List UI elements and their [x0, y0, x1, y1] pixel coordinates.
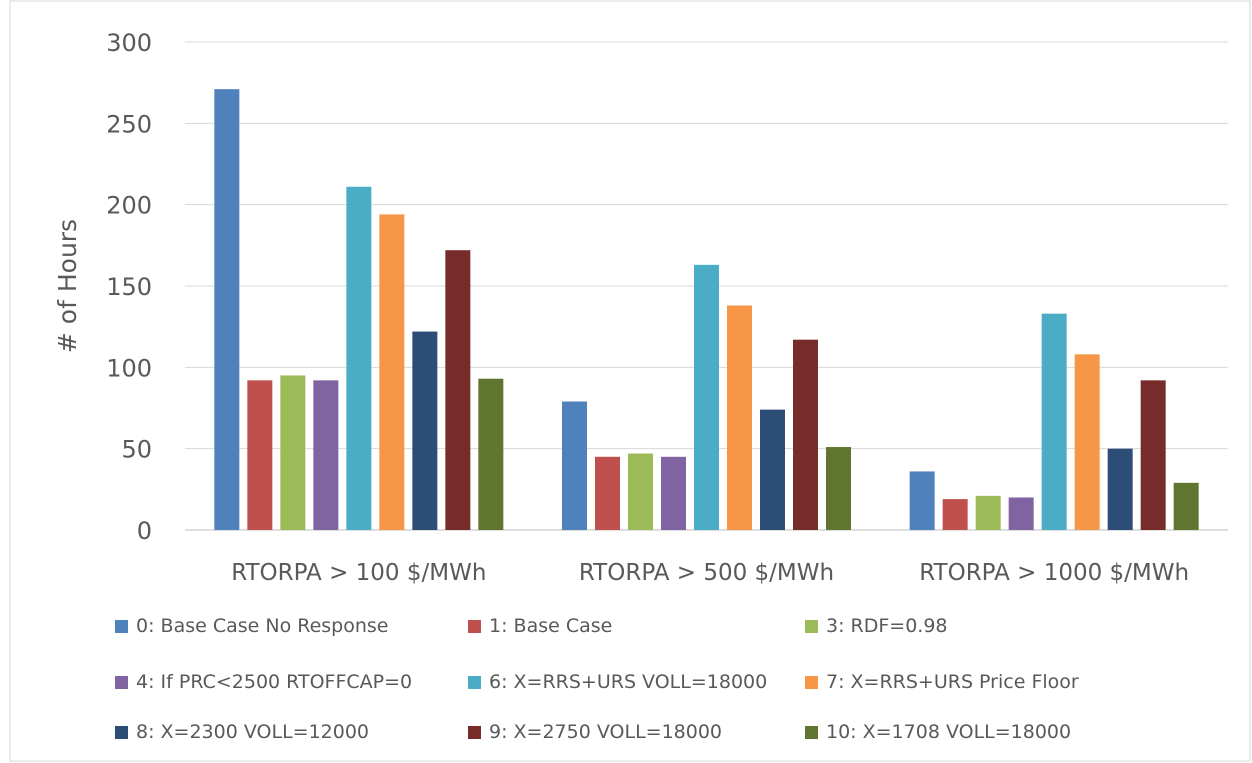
legend-item: 3: RDF=0.98 — [805, 612, 948, 640]
bar — [595, 456, 620, 530]
bars — [214, 89, 1199, 531]
bar — [562, 401, 587, 530]
legend-label: 8: X=2300 VOLL=12000 — [136, 721, 370, 743]
bar — [412, 331, 438, 530]
legend-label: 9: X=2750 VOLL=18000 — [489, 721, 723, 743]
bar — [379, 214, 405, 530]
y-tick-label: 200 — [106, 192, 152, 220]
legend-item: 4: If PRC<2500 RTOFFCAP=0 — [115, 668, 412, 696]
bar — [214, 89, 240, 530]
bar — [727, 305, 752, 530]
legend-label: 1: Base Case — [489, 615, 613, 637]
legend-label: 0: Base Case No Response — [136, 615, 389, 637]
bar — [445, 250, 471, 531]
bar — [280, 375, 306, 530]
bar — [942, 499, 968, 530]
y-tick-label: 250 — [106, 110, 152, 138]
legend-item: 1: Base Case — [468, 612, 612, 640]
bar — [1041, 313, 1067, 530]
bar — [313, 380, 339, 530]
y-tick-label: 150 — [106, 273, 152, 301]
legend-item: 8: X=2300 VOLL=12000 — [115, 718, 369, 746]
bar — [478, 378, 504, 530]
legend-swatch — [805, 675, 818, 689]
bar — [346, 186, 372, 531]
legend-label: 7: X=RRS+URS Price Floor — [826, 671, 1079, 693]
bar — [628, 453, 653, 530]
bar — [1140, 380, 1166, 530]
category-label: RTORPA > 1000 $/MWh — [919, 560, 1189, 586]
bar — [694, 264, 719, 530]
bar — [661, 456, 686, 530]
bar — [826, 447, 851, 530]
y-axis-title: # of Hours — [53, 219, 82, 353]
legend-label: 10: X=1708 VOLL=18000 — [826, 721, 1072, 743]
y-tick-label: 0 — [137, 517, 152, 545]
legend-item: 10: X=1708 VOLL=18000 — [805, 718, 1071, 746]
bar — [760, 409, 785, 530]
bar — [1008, 497, 1034, 530]
category-label: RTORPA > 100 $/MWh — [231, 560, 486, 586]
bar — [793, 339, 818, 530]
legend-swatch — [805, 619, 818, 633]
bar — [975, 495, 1001, 530]
legend-item: 6: X=RRS+URS VOLL=18000 — [468, 668, 767, 696]
bar — [247, 380, 273, 530]
legend-swatch — [115, 725, 128, 739]
y-tick-label: 300 — [106, 29, 152, 57]
legend-item: 0: Base Case No Response — [115, 612, 389, 640]
legend-label: 3: RDF=0.98 — [826, 615, 948, 637]
legend-swatch — [468, 725, 481, 739]
legend-label: 6: X=RRS+URS VOLL=18000 — [489, 671, 768, 693]
legend-swatch — [468, 619, 481, 633]
bar — [1107, 448, 1133, 530]
legend-swatch — [805, 725, 818, 739]
bar — [1173, 482, 1199, 530]
legend-item: 7: X=RRS+URS Price Floor — [805, 668, 1079, 696]
bar — [1074, 354, 1100, 530]
legend-label: 4: If PRC<2500 RTOFFCAP=0 — [136, 671, 413, 693]
bar — [909, 471, 935, 530]
legend-swatch — [468, 675, 481, 689]
y-tick-label: 100 — [106, 354, 152, 382]
legend-item: 9: X=2750 VOLL=18000 — [468, 718, 722, 746]
legend-swatch — [115, 619, 128, 633]
category-label: RTORPA > 500 $/MWh — [579, 560, 834, 586]
y-tick-label: 50 — [121, 436, 152, 464]
legend-swatch — [115, 675, 128, 689]
category-labels: RTORPA > 100 $/MWh RTORPA > 500 $/MWh RTOR… — [231, 560, 1189, 586]
y-tick-labels: 0 50 100 150 200 250 300 — [106, 29, 152, 545]
